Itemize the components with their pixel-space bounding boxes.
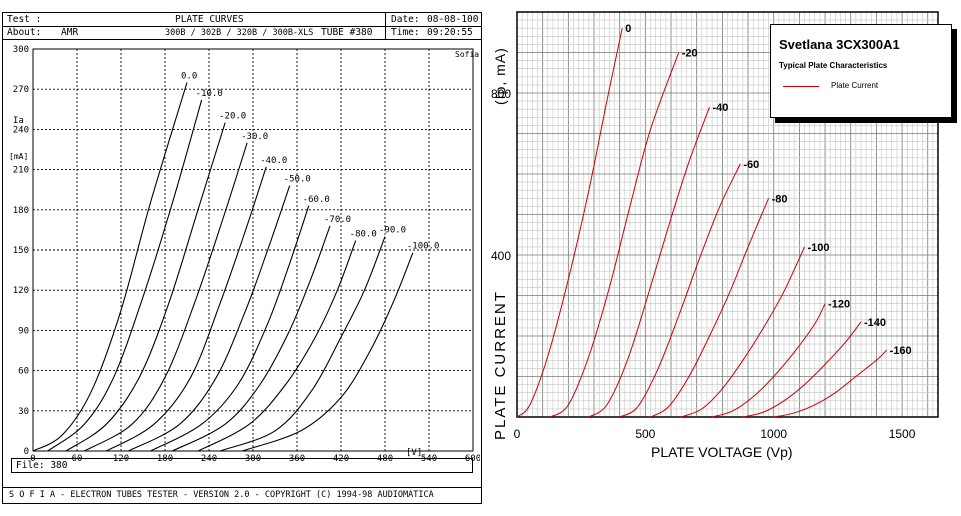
curve--30.0 [84,142,248,452]
x-tick-label: 180 [157,454,173,461]
time-value: 09:20:55 [427,27,473,38]
curve-label: -60 [743,159,759,171]
curve--80.0 [197,240,357,452]
curve-label: -30.0 [241,132,268,142]
curve--20.0 [65,122,226,452]
curve-label: -10.0 [196,89,223,99]
x-tick-label: 240 [201,454,217,461]
corner-label: Sofia [455,50,479,59]
x-tick-label: 120 [113,454,129,461]
y-tick-label: 270 [13,85,29,95]
y-tick-label: 30 [18,407,29,417]
curve--20 [550,52,680,418]
curve-label: -160 [890,345,912,357]
curve-label: -80.0 [350,230,377,240]
curve-label: -120 [828,299,850,311]
curve-label: -80 [772,193,788,205]
y-tick-label: 180 [13,206,29,216]
x-axis-label: PLATE VOLTAGE (Vp) [651,444,793,460]
left-plot: 0.0 -10.0 -20.0 -30.0 -40.0 -50.0 -60.0 -70.0 -8… [9,45,480,461]
curve-label: -100.0 [407,242,440,252]
curve-label: -100 [808,242,830,254]
x-tick-label: 0 [30,454,35,461]
curve--60.0 [150,205,310,452]
legend-series-label: Plate Current [831,81,879,90]
curve--50.0 [128,185,291,452]
x-tick-label: 540 [421,454,437,461]
x-tick-label: 600 [465,454,480,461]
x-tick-label: 1000 [760,427,787,441]
curve-0.0 [32,82,188,452]
curve-label: -140 [864,317,886,329]
x-tick-label: 0 [514,427,521,441]
y-tick-label: 90 [18,326,29,336]
legend: Svetlana 3CX300A1 Typical Plate Characte… [770,24,952,118]
curve--90.0 [219,236,386,452]
header-row-2: About: AMR 300B / 302B / 320B / 300B-XLS… [3,26,481,40]
curve--60 [619,163,741,418]
about-value: AMR [61,27,79,38]
legend-title: Svetlana 3CX300A1 [779,37,900,52]
curve-label: -50.0 [284,175,311,185]
y-tick-label: 120 [13,286,29,296]
y-label-unit: [mA] [9,152,28,161]
curve--100 [681,246,805,418]
y-tick-label: 60 [18,367,29,377]
x-tick-label: 500 [635,427,655,441]
time-label: Time: [391,27,420,38]
curve--70.0 [172,225,331,452]
file-field: File: 380 [11,458,473,473]
plot-frame [516,11,939,418]
curve--40.0 [106,166,267,452]
x-tick-label: 480 [377,454,393,461]
curve--120 [711,303,826,418]
y-tick-label: 400 [491,249,511,263]
curve-label: 0 [625,23,631,35]
left-chart-panel: Test : PLATE CURVES Date: 08-08-100 Abou… [2,12,482,504]
date-value: 08-08-100 [427,14,479,25]
y-tick-label: 150 [13,246,29,256]
curve-label: -20.0 [219,112,246,122]
x-tick-label: 360 [289,454,305,461]
footer-bar: S O F I A - ELECTRON TUBES TESTER - VERS… [3,487,481,503]
y-axis-unit: (Ip, mA) [492,47,508,105]
legend-subtitle: Typical Plate Characteristics [779,61,888,70]
y-tick-label: 800 [491,87,511,101]
x-tick-label: 60 [72,454,83,461]
y-tick-label: 240 [13,125,29,135]
curve--40 [588,106,710,418]
curve-label: -20 [682,48,698,60]
curve--10.0 [47,99,203,452]
right-chart-panel: 0 -20 -40 -60 -80 -100 -120 -140 -160 0 500 1000 15… [487,0,959,516]
chart-title: PLATE CURVES [175,14,244,25]
y-label-ia: Ia [13,116,24,126]
curve-label: -40.0 [260,156,287,166]
header-row-1: Test : PLATE CURVES Date: 08-08-100 [3,13,481,27]
curve--160 [773,349,888,418]
test-label: Test : [7,14,42,25]
curve--140 [742,321,862,418]
legend-swatch [783,86,819,87]
x-unit-label: [V] [406,448,422,458]
curve--100.0 [241,252,414,452]
x-tick-label: 1500 [889,427,916,441]
tube-types: 300B / 302B / 320B / 300B-XLS [165,28,314,38]
tube-number: TUBE #380 [321,27,373,38]
curve-label: -60.0 [303,195,330,205]
y-tick-label: 0 [24,447,29,457]
curve-label: -70.0 [324,215,351,225]
about-label: About: [7,27,42,38]
y-axis-label: PLATE CURRENT [492,290,509,440]
curve-label: 0.0 [181,72,197,82]
curve-label: -40 [713,102,729,114]
curve--80 [650,198,770,418]
x-tick-label: 300 [245,454,261,461]
y-tick-label: 300 [13,45,29,55]
x-tick-label: 420 [333,454,349,461]
y-tick-label: 210 [13,166,29,176]
curve-0 [516,28,623,418]
curve-label: -90.0 [379,226,406,236]
date-label: Date: [391,14,420,25]
